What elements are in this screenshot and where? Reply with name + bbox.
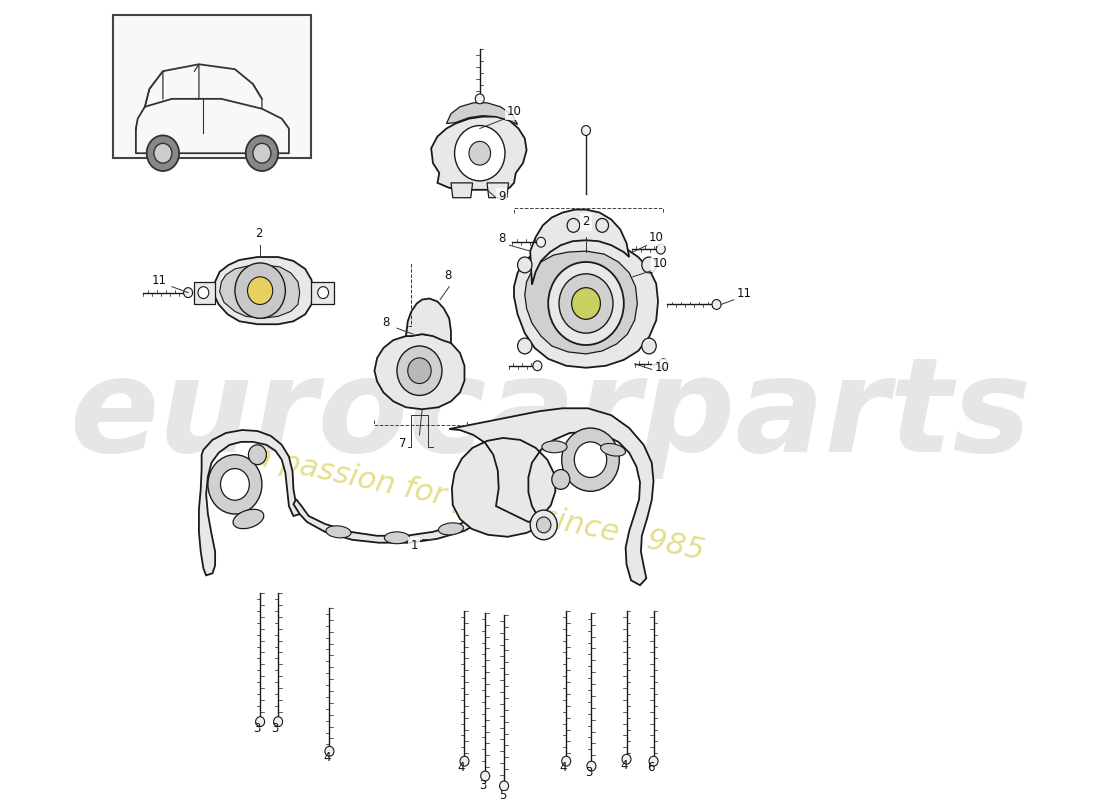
Text: 4: 4	[458, 761, 465, 774]
Circle shape	[572, 288, 601, 319]
Text: 4: 4	[559, 761, 566, 774]
Polygon shape	[199, 430, 299, 575]
Circle shape	[530, 510, 558, 540]
Text: 4: 4	[620, 759, 628, 772]
Polygon shape	[406, 298, 451, 343]
Circle shape	[532, 361, 542, 370]
Text: 3: 3	[478, 779, 486, 792]
Circle shape	[582, 126, 591, 135]
Text: 6: 6	[647, 761, 654, 774]
Circle shape	[621, 754, 631, 764]
Circle shape	[198, 286, 209, 298]
Polygon shape	[431, 117, 527, 190]
Circle shape	[249, 445, 266, 465]
Circle shape	[537, 517, 551, 533]
Circle shape	[574, 442, 607, 478]
Text: 10: 10	[654, 361, 669, 374]
Circle shape	[397, 346, 442, 395]
Text: 10: 10	[652, 257, 668, 270]
Circle shape	[318, 286, 329, 298]
Text: 1: 1	[410, 538, 418, 552]
Circle shape	[657, 244, 665, 254]
Text: 7: 7	[399, 437, 406, 450]
Text: 2: 2	[582, 215, 590, 228]
Text: 10: 10	[649, 231, 664, 244]
Text: 5: 5	[498, 789, 506, 800]
Polygon shape	[530, 210, 629, 285]
Circle shape	[248, 277, 273, 305]
Bar	[113, 15, 311, 158]
Circle shape	[481, 771, 490, 781]
Text: 10: 10	[507, 105, 521, 118]
Circle shape	[659, 359, 668, 369]
Circle shape	[469, 142, 491, 165]
Text: 8: 8	[383, 316, 389, 330]
Circle shape	[220, 469, 250, 500]
Polygon shape	[311, 282, 334, 305]
Polygon shape	[449, 408, 653, 586]
Circle shape	[146, 135, 179, 171]
Text: 3: 3	[271, 722, 278, 734]
Polygon shape	[487, 183, 508, 198]
Circle shape	[552, 470, 570, 490]
Circle shape	[255, 717, 265, 726]
Circle shape	[548, 262, 624, 345]
Text: 8: 8	[498, 232, 505, 245]
Polygon shape	[374, 334, 464, 410]
Text: 3: 3	[253, 722, 261, 734]
Circle shape	[568, 218, 580, 232]
Circle shape	[712, 299, 720, 310]
Ellipse shape	[439, 523, 463, 535]
Text: eurocarparts: eurocarparts	[69, 352, 1031, 478]
Text: 11: 11	[736, 286, 751, 299]
Ellipse shape	[384, 532, 409, 544]
Circle shape	[475, 94, 484, 104]
Polygon shape	[451, 183, 473, 198]
Ellipse shape	[542, 441, 568, 453]
Circle shape	[518, 257, 532, 273]
Circle shape	[235, 263, 285, 318]
Circle shape	[245, 135, 278, 171]
Polygon shape	[195, 282, 216, 305]
Circle shape	[184, 288, 192, 298]
Circle shape	[562, 756, 571, 766]
Text: a passion for parts since 1985: a passion for parts since 1985	[250, 442, 706, 566]
Circle shape	[154, 143, 172, 163]
Text: 2: 2	[255, 227, 262, 240]
Circle shape	[587, 761, 596, 771]
Circle shape	[499, 781, 508, 791]
Circle shape	[641, 338, 657, 354]
Polygon shape	[212, 257, 314, 324]
Circle shape	[649, 756, 658, 766]
Polygon shape	[447, 103, 518, 125]
Circle shape	[274, 717, 283, 726]
Text: 11: 11	[152, 274, 167, 286]
Circle shape	[460, 756, 469, 766]
Circle shape	[641, 257, 657, 273]
Text: 9: 9	[498, 190, 505, 202]
Circle shape	[408, 358, 431, 383]
Circle shape	[324, 746, 334, 756]
Circle shape	[253, 143, 271, 163]
Circle shape	[537, 238, 546, 247]
Text: 8: 8	[443, 269, 451, 282]
Text: 4: 4	[323, 751, 331, 764]
Circle shape	[596, 218, 608, 232]
Circle shape	[559, 274, 613, 333]
Ellipse shape	[326, 526, 351, 538]
Polygon shape	[514, 239, 658, 368]
Ellipse shape	[233, 510, 264, 529]
Polygon shape	[525, 251, 637, 354]
Circle shape	[454, 126, 505, 181]
Polygon shape	[294, 499, 496, 542]
Polygon shape	[220, 265, 299, 318]
Circle shape	[208, 454, 262, 514]
Text: 3: 3	[585, 766, 593, 779]
Ellipse shape	[601, 443, 626, 456]
Circle shape	[562, 428, 619, 491]
Circle shape	[518, 338, 532, 354]
